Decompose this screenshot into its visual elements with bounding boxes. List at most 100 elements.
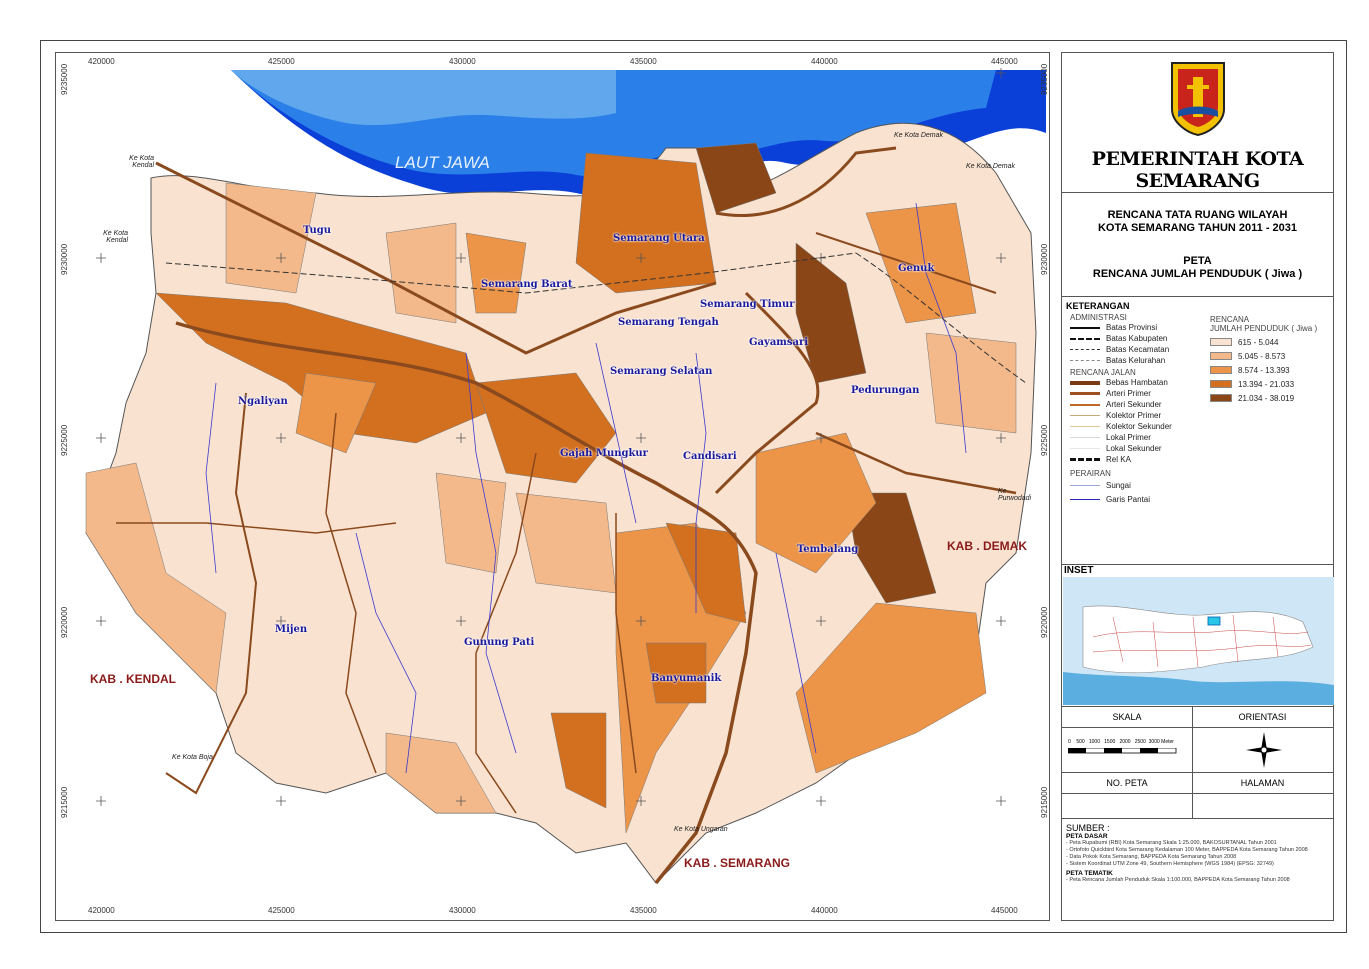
- inset-map[interactable]: [1063, 577, 1334, 705]
- legend-item-label: Batas Kelurahan: [1106, 356, 1166, 365]
- kecamatan-label: Mijen: [275, 624, 308, 635]
- source-line: - Data Pokok Kota Semarang, BAPPEDA Kota…: [1066, 854, 1237, 860]
- northing-tick-left: 9230000: [60, 243, 69, 275]
- color-swatch: [1210, 366, 1232, 374]
- class-label: 5.045 - 8.573: [1238, 351, 1286, 361]
- thematic-line: - Peta Rencana Jumlah Penduduk Skala 1:1…: [1066, 877, 1290, 883]
- scale-bar: [1068, 748, 1177, 754]
- zone-class-2: [85, 462, 227, 694]
- line-symbol: [1070, 360, 1100, 361]
- zone-class-2: [385, 222, 457, 324]
- direction-label: Ke Kota Kendal: [129, 155, 154, 169]
- zone-class-4: [550, 712, 607, 809]
- color-swatch: [1210, 352, 1232, 360]
- class-label: 615 - 5.044: [1238, 337, 1279, 347]
- class-label: 8.574 - 13.393: [1238, 365, 1290, 375]
- road-network: [116, 146, 1017, 885]
- zone-class-4: [665, 522, 747, 624]
- line-symbol: [1070, 392, 1100, 395]
- kecamatan-label: Semarang Timur: [700, 299, 795, 310]
- line-symbol: [1070, 349, 1100, 350]
- color-swatch: [1210, 338, 1232, 346]
- legend-item: Kolektor Sekunder: [1070, 421, 1210, 432]
- kecamatan-label: Semarang Barat: [481, 279, 573, 290]
- legend-item: Batas Kecamatan: [1070, 344, 1210, 355]
- line-symbol: [1070, 458, 1100, 461]
- population-class: 8.574 - 13.393: [1210, 363, 1330, 377]
- zone-class-5: [845, 492, 937, 604]
- population-class: 13.394 - 21.033: [1210, 377, 1330, 391]
- northing-tick-right: 9225000: [1040, 424, 1049, 456]
- scale-heading: SKALA: [1062, 707, 1192, 728]
- direction-label: Ke Kota Demak: [894, 132, 944, 139]
- scale-cell: SKALA 0 500 1000 1500 2000 2500 3000 Met…: [1062, 707, 1193, 773]
- legend-item: Lokal Primer: [1070, 432, 1210, 443]
- orientation-heading: ORIENTASI: [1192, 707, 1333, 728]
- river-network: [205, 202, 967, 774]
- legend-item: Kolektor Primer: [1070, 410, 1210, 421]
- scale-tick: 1500: [1104, 739, 1116, 745]
- zone-class-5: [695, 142, 777, 214]
- legend-item: Batas Kabupaten: [1070, 333, 1210, 344]
- inset-heading: INSET: [1064, 565, 1094, 576]
- line-symbol: [1070, 415, 1100, 416]
- easting-tick-bottom: 420000: [88, 906, 115, 915]
- legend-section-title: RENCANA JALAN: [1070, 368, 1136, 377]
- line-symbol: [1070, 326, 1100, 329]
- legend-item-label: Batas Kabupaten: [1106, 334, 1168, 343]
- legend-item: Batas Provinsi: [1070, 322, 1210, 333]
- zone-class-2: [385, 732, 497, 814]
- kabupaten-label: KAB . SEMARANG: [684, 856, 791, 870]
- easting-tick-top: 445000: [991, 57, 1018, 66]
- halaman-heading: HALAMAN: [1192, 773, 1333, 794]
- line-symbol: [1070, 498, 1100, 500]
- legend-item-label: Sungai: [1106, 480, 1131, 490]
- zone-class-3: [865, 202, 977, 324]
- easting-tick-top: 440000: [811, 57, 838, 66]
- legend-item: Sungai: [1070, 478, 1210, 492]
- northing-tick-left: 9225000: [60, 424, 69, 456]
- color-swatch: [1210, 394, 1232, 402]
- map-frame[interactable]: [55, 52, 1050, 921]
- halaman-cell: HALAMAN: [1192, 773, 1333, 819]
- population-legend-title: RENCANA: [1210, 315, 1250, 324]
- kecamatan-label: Tembalang: [797, 544, 859, 555]
- legend-item-label: Lokal Primer: [1106, 433, 1151, 442]
- legend-item-label: Arteri Sekunder: [1106, 400, 1162, 409]
- map-canvas[interactable]: [56, 53, 1050, 921]
- zone-class-3: [795, 602, 987, 774]
- northing-tick-right: 9220000: [1040, 606, 1049, 638]
- no-peta-heading: NO. PETA: [1062, 773, 1192, 794]
- zone-class-3: [755, 432, 877, 574]
- legend-item-label: Arteri Primer: [1106, 389, 1151, 398]
- line-symbol: [1070, 448, 1100, 449]
- direction-label: Ke Kota Boja: [172, 754, 213, 761]
- zone-class-2: [925, 332, 1017, 434]
- kecamatan-label: Pedurungan: [851, 385, 920, 396]
- population-class: 615 - 5.044: [1210, 335, 1330, 349]
- inset-block[interactable]: INSET: [1062, 565, 1334, 707]
- kabupaten-label: KAB . KENDAL: [90, 672, 176, 686]
- easting-tick-top: 435000: [630, 57, 657, 66]
- legend-item-label: Batas Kecamatan: [1106, 345, 1170, 354]
- line-symbol: [1070, 337, 1100, 340]
- base-map-heading: PETA DASAR: [1066, 833, 1108, 840]
- direction-label: Ke Kota Ungaran: [674, 826, 728, 833]
- direction-label: Ke Kota Kendal: [103, 230, 128, 244]
- class-label: 13.394 - 21.033: [1238, 379, 1295, 389]
- class-label: 21.034 - 38.019: [1238, 393, 1295, 403]
- kecamatan-label: Semarang Utara: [613, 233, 705, 244]
- legend-item: Arteri Primer: [1070, 388, 1210, 399]
- easting-tick-top: 420000: [88, 57, 115, 66]
- plan-title-block: RENCANA TATA RUANG WILAYAH KOTA SEMARANG…: [1062, 193, 1333, 297]
- scale-tick: 2500: [1134, 739, 1146, 745]
- grid-marks: [96, 68, 1006, 806]
- zone-class-4: [155, 292, 487, 444]
- direction-label: Ke Purwodadi: [998, 488, 1032, 502]
- line-symbol: [1070, 426, 1100, 427]
- northing-tick-left: 9235000: [60, 63, 69, 95]
- legend-item: Batas Kelurahan: [1070, 355, 1210, 366]
- kecamatan-label: Banyumanik: [651, 673, 722, 684]
- legend-left-column: ADMINISTRASI Batas Provinsi Batas Kabupa…: [1070, 313, 1210, 506]
- source-line: - Sistem Koordinat UTM Zone 49, Southern…: [1066, 861, 1274, 867]
